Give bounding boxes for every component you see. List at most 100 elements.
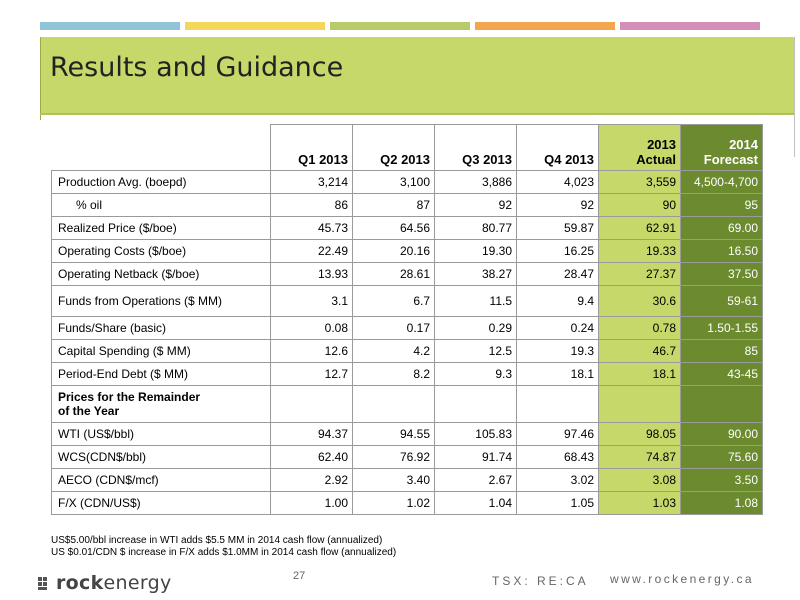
- table-row: Period-End Debt ($ MM) 12.7 8.2 9.3 18.1 18.1…: [51, 362, 763, 386]
- table-header-row: Q1 2013 Q2 2013 Q3 2013 Q4 2013 2013 Actual 20…: [52, 124, 763, 171]
- data-cell: 85: [680, 339, 763, 363]
- data-cell: 3.1: [270, 285, 353, 317]
- row-label: Period-End Debt ($ MM): [51, 362, 271, 386]
- stock-ticker: TSX: RE:CA: [492, 574, 589, 588]
- section-header-row: Prices for the Remainder of the Year: [51, 385, 763, 423]
- data-cell: 13.93: [270, 262, 353, 286]
- data-cell: 45.73: [270, 216, 353, 240]
- data-cell: 1.03: [598, 491, 681, 515]
- footnotes: US$5.00/bbl increase in WTI adds $5.5 MM…: [51, 535, 396, 559]
- data-cell: 3.40: [352, 468, 435, 492]
- accent-bar-4: [475, 22, 615, 30]
- data-cell: 76.92: [352, 445, 435, 469]
- data-cell: 91.74: [434, 445, 517, 469]
- company-logo: rock energy: [38, 572, 172, 594]
- footnote-wti: US$5.00/bbl increase in WTI adds $5.5 MM…: [51, 535, 383, 546]
- data-cell: 38.27: [434, 262, 517, 286]
- accent-bar-5: [620, 22, 760, 30]
- data-cell: 1.50-1.55: [680, 316, 763, 340]
- table-row: Funds from Operations ($ MM) 3.1 6.7 11.5 9.…: [51, 285, 763, 317]
- row-label: F/X (CDN/US$): [51, 491, 271, 515]
- section-label-line: Prices for the Remainder: [58, 390, 201, 404]
- data-cell: 69.00: [680, 216, 763, 240]
- data-cell: 1.05: [516, 491, 599, 515]
- table-row: AECO (CDN$/mcf) 2.92 3.40 2.67 3.02 3.08 3.50: [51, 468, 763, 492]
- data-cell: 4,023: [516, 170, 599, 194]
- column-header-line: Q3 2013: [462, 152, 512, 167]
- data-cell: 43-45: [680, 362, 763, 386]
- row-label: Capital Spending ($ MM): [51, 339, 271, 363]
- data-cell: 18.1: [598, 362, 681, 386]
- data-cell: 105.83: [434, 422, 517, 446]
- data-cell: 80.77: [434, 216, 517, 240]
- footer: rock energy 27 TSX: RE:CA www.rockenergy.…: [0, 565, 800, 600]
- table-row: Funds/Share (basic) 0.08 0.17 0.29 0.24 0.78 1…: [51, 316, 763, 340]
- table-row: Realized Price ($/boe) 45.73 64.56 80.77 59.…: [51, 216, 763, 240]
- header-spacer: [52, 125, 271, 171]
- data-cell: 95: [680, 193, 763, 217]
- data-cell: 68.43: [516, 445, 599, 469]
- row-label: Funds/Share (basic): [51, 316, 271, 340]
- table-row: Operating Costs ($/boe) 22.49 20.16 19.30 16…: [51, 239, 763, 263]
- data-cell: 74.87: [598, 445, 681, 469]
- data-cell: 28.61: [352, 262, 435, 286]
- row-label: WCS(CDN$/bbl): [51, 445, 271, 469]
- row-label: Funds from Operations ($ MM): [51, 285, 271, 317]
- data-cell: 19.30: [434, 239, 517, 263]
- row-label: Realized Price ($/boe): [51, 216, 271, 240]
- website-link[interactable]: www.rockenergy.ca: [610, 572, 754, 586]
- data-cell: 87: [352, 193, 435, 217]
- page-number: 27: [293, 570, 306, 582]
- table-row: WCS(CDN$/bbl) 62.40 76.92 91.74 68.43 74.87 75…: [51, 445, 763, 469]
- column-header: Q3 2013: [434, 124, 517, 171]
- accent-bars: [40, 22, 760, 30]
- title-bottom-rule: [40, 113, 795, 115]
- data-cell: 0.24: [516, 316, 599, 340]
- table-row: WTI (US$/bbl) 94.37 94.55 105.83 97.46 98.05 9…: [51, 422, 763, 446]
- data-cell: 1.04: [434, 491, 517, 515]
- table-row: Operating Netback ($/boe) 13.93 28.61 38.27…: [51, 262, 763, 286]
- row-label: AECO (CDN$/mcf): [51, 468, 271, 492]
- data-cell: 12.5: [434, 339, 517, 363]
- empty-cell: [352, 385, 435, 423]
- title-left-rule: [40, 37, 41, 120]
- data-cell: 4,500-4,700: [680, 170, 763, 194]
- data-cell: 2.92: [270, 468, 353, 492]
- column-header-line: Actual: [636, 152, 676, 167]
- data-cell: 90.00: [680, 422, 763, 446]
- table-row: F/X (CDN/US$) 1.00 1.02 1.04 1.05 1.03 1.08: [51, 491, 763, 515]
- title-band: Results and Guidance: [40, 37, 795, 120]
- data-cell: 30.6: [598, 285, 681, 317]
- column-header-line: Q2 2013: [380, 152, 430, 167]
- data-cell: 3,100: [352, 170, 435, 194]
- accent-bar-3: [330, 22, 470, 30]
- data-cell: 9.4: [516, 285, 599, 317]
- data-cell: 92: [516, 193, 599, 217]
- data-cell: 59.87: [516, 216, 599, 240]
- table-row: Capital Spending ($ MM) 12.6 4.2 12.5 19.3 46…: [51, 339, 763, 363]
- slide-title: Results and Guidance: [50, 52, 344, 83]
- data-cell: 4.2: [352, 339, 435, 363]
- row-label: Operating Netback ($/boe): [51, 262, 271, 286]
- data-cell: 6.7: [352, 285, 435, 317]
- data-cell: 1.02: [352, 491, 435, 515]
- data-cell: 3.08: [598, 468, 681, 492]
- data-cell: 2.67: [434, 468, 517, 492]
- column-header-line: Forecast: [703, 152, 758, 167]
- accent-bar-1: [40, 22, 180, 30]
- logo-grid-icon: [38, 576, 51, 590]
- data-cell: 86: [270, 193, 353, 217]
- data-cell: 92: [434, 193, 517, 217]
- logo-text-energy: energy: [103, 572, 172, 594]
- data-cell: 98.05: [598, 422, 681, 446]
- results-table: Q1 2013 Q2 2013 Q3 2013 Q4 2013 2013 Actual 20…: [51, 124, 763, 515]
- data-cell: 19.3: [516, 339, 599, 363]
- column-header: 2013 Actual: [598, 124, 681, 171]
- section-label-line: of the Year: [58, 404, 120, 418]
- data-cell: 64.56: [352, 216, 435, 240]
- data-cell: 0.29: [434, 316, 517, 340]
- row-label: Operating Costs ($/boe): [51, 239, 271, 263]
- column-header-line: 2014: [729, 137, 758, 152]
- column-header-line: Q1 2013: [298, 152, 348, 167]
- data-cell: 94.55: [352, 422, 435, 446]
